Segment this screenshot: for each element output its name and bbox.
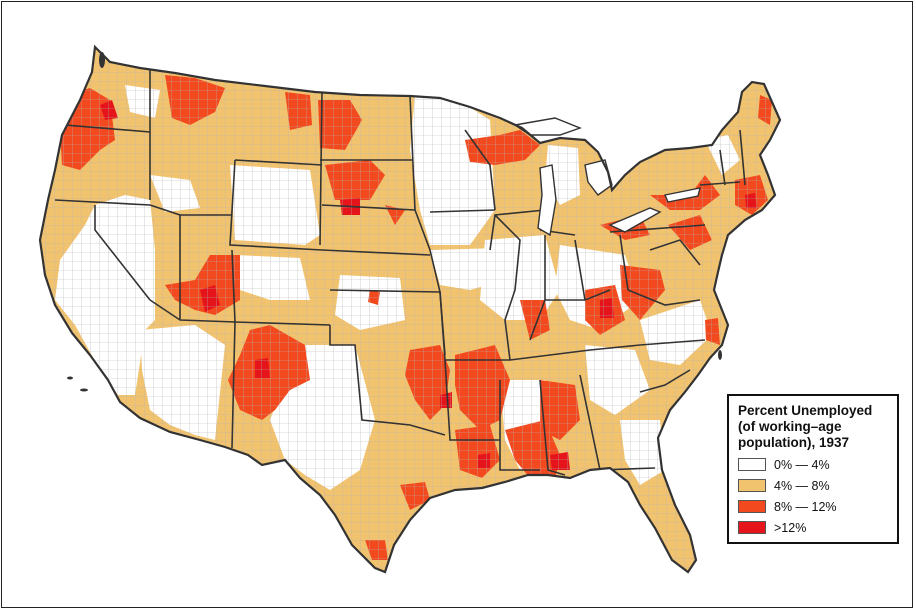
- map-legend: Percent Unemployed (of working–age popul…: [727, 394, 899, 544]
- legend-label-0-4: 0% — 4%: [774, 457, 830, 472]
- legend-title-line-3: population), 1937: [738, 435, 850, 450]
- coastal-islands: [67, 52, 722, 392]
- legend-title-line-1: Percent Unemployed: [738, 403, 873, 418]
- legend-item-over-12: >12%: [738, 520, 889, 535]
- lake-erie: [608, 207, 662, 233]
- legend-item-4-8: 4% — 8%: [738, 478, 889, 493]
- legend-item-0-4: 0% — 4%: [738, 457, 889, 472]
- legend-label-over-12: >12%: [774, 520, 807, 535]
- legend-swatch-red: [738, 521, 766, 534]
- lake-michigan: [537, 164, 557, 237]
- legend-label-8-12: 8% — 12%: [774, 499, 837, 514]
- lake-ontario: [664, 187, 701, 203]
- legend-swatch-tan: [738, 479, 766, 492]
- legend-title: Percent Unemployed (of working–age popul…: [738, 403, 889, 451]
- legend-swatch-orange: [738, 500, 766, 513]
- legend-item-8-12: 8% — 12%: [738, 499, 889, 514]
- legend-label-4-8: 4% — 8%: [774, 478, 830, 493]
- great-lakes: [513, 117, 701, 237]
- legend-swatch-white: [738, 458, 766, 471]
- state-borders: [54, 68, 746, 476]
- legend-title-line-2: (of working–age: [738, 419, 842, 434]
